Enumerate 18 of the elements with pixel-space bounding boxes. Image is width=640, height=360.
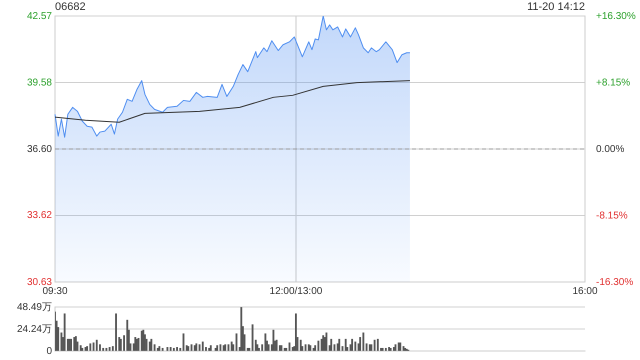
y2-tick-label: -8.15% (596, 210, 628, 222)
x-tick-label: 09:30 (42, 286, 68, 297)
y2-tick-label: +16.30% (596, 10, 636, 22)
text: 11-20 14:12 (527, 1, 585, 13)
y-tick-label: 33.62 (26, 210, 52, 222)
y-tick-label: 39.58 (26, 77, 52, 88)
y-tick-label: 0 (46, 346, 52, 357)
x-tick-label: 12:00/13:00 (269, 286, 323, 297)
y-tick-label: 48.49万 (16, 302, 52, 313)
y-tick-label: 30.63 (26, 276, 52, 288)
y2-tick-label: -16.30% (596, 276, 634, 288)
y2-tick-label: 0.00% (596, 144, 624, 155)
chart-title: 06682 (55, 1, 86, 13)
y-tick-label: 42.57 (26, 10, 52, 22)
y-tick-label: 36.60 (26, 144, 52, 155)
x-tick-label: 16:00 (572, 286, 598, 297)
y2-tick-label: +8.15% (596, 77, 630, 88)
y-tick-label: 24.24万 (16, 324, 52, 335)
